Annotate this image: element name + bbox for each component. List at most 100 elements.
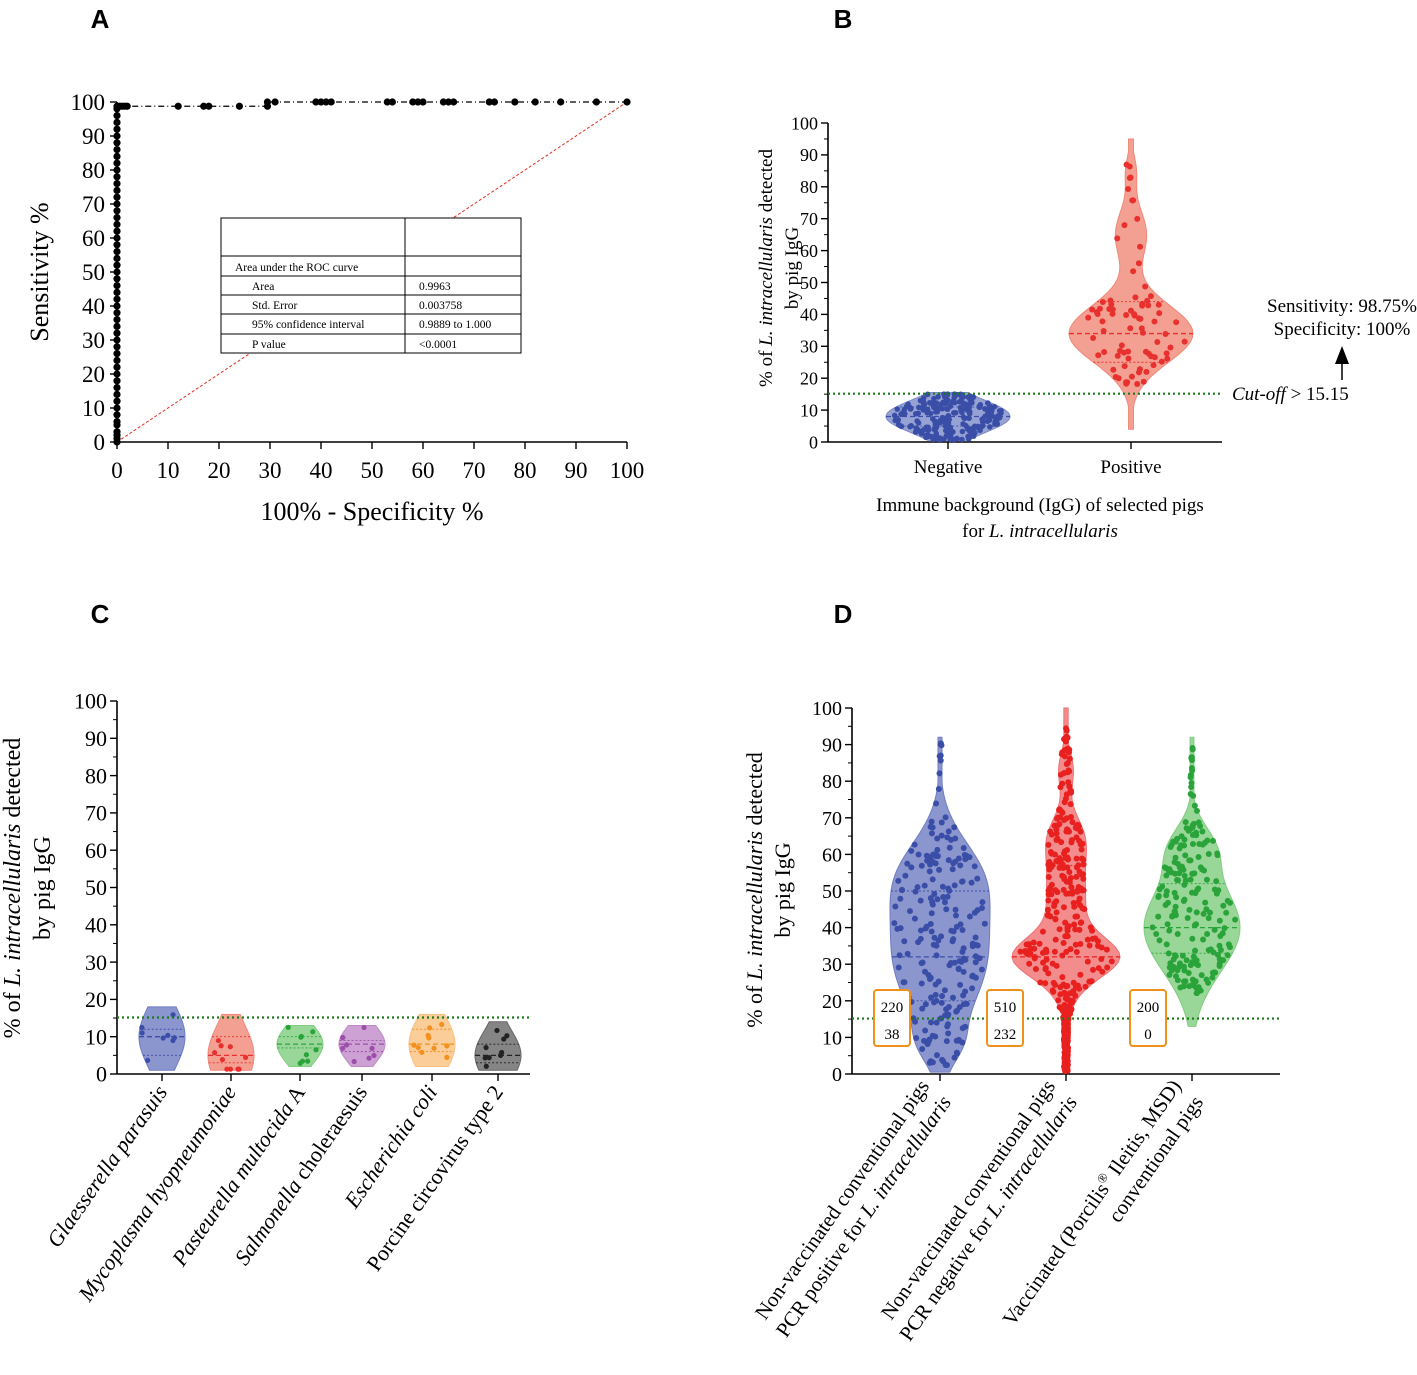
data-point — [218, 1043, 224, 1049]
data-point — [1056, 1004, 1063, 1011]
data-point — [1099, 318, 1106, 325]
data-point — [1062, 854, 1069, 861]
data-point — [896, 952, 903, 959]
data-point — [1217, 946, 1224, 953]
data-point — [303, 1052, 310, 1058]
data-point — [1056, 926, 1063, 933]
data-point — [1114, 235, 1121, 242]
data-point — [895, 416, 902, 423]
roc-point — [113, 268, 121, 276]
data-point — [957, 981, 964, 988]
data-point — [145, 1057, 151, 1063]
data-point — [1066, 755, 1073, 762]
c-ylabel-post: detected — [0, 738, 26, 824]
data-point — [1188, 783, 1195, 790]
data-point — [938, 819, 945, 826]
data-point — [1065, 890, 1072, 897]
data-point — [1064, 864, 1071, 871]
data-point — [1171, 859, 1178, 866]
data-point — [959, 927, 966, 934]
roc-point — [388, 98, 396, 106]
data-point — [1131, 312, 1138, 319]
data-point — [911, 841, 918, 848]
data-point — [1067, 874, 1074, 881]
data-point — [1080, 861, 1087, 868]
data-point — [1144, 297, 1151, 304]
data-point — [926, 400, 933, 406]
data-point — [1095, 965, 1102, 972]
roc-point — [113, 146, 121, 154]
data-point — [1135, 260, 1142, 267]
count-box — [1129, 989, 1167, 1047]
data-point — [1063, 983, 1070, 990]
data-point — [219, 1056, 226, 1063]
roc-point — [317, 98, 325, 106]
data-point — [1182, 819, 1189, 826]
data-point — [1123, 380, 1130, 387]
data-point — [1127, 325, 1134, 332]
data-point — [1067, 801, 1074, 808]
data-point — [928, 830, 935, 837]
data-point — [923, 434, 929, 441]
data-point — [425, 1032, 431, 1039]
y-tick-label: 30 — [800, 337, 818, 357]
data-point — [1200, 936, 1207, 943]
data-point — [929, 876, 936, 883]
data-point — [912, 429, 919, 435]
y-tick-label: 100 — [71, 90, 106, 115]
data-point — [931, 891, 938, 898]
data-point — [1077, 940, 1084, 947]
roc-point — [444, 98, 453, 106]
data-point — [943, 427, 950, 434]
y-tick-label: 50 — [800, 273, 818, 293]
data-point — [1140, 378, 1147, 385]
c-ylabel-pre: % of — [0, 986, 26, 1038]
data-point — [1042, 980, 1049, 987]
data-point — [1163, 872, 1170, 879]
b-ylabel-pre: % of — [756, 346, 777, 387]
data-point — [992, 421, 998, 427]
data-point — [1163, 941, 1170, 948]
c-ylabel: % of L. intracellularis detected — [0, 738, 26, 1039]
data-point — [1073, 864, 1080, 871]
data-point — [1188, 754, 1195, 761]
data-point — [1172, 953, 1179, 960]
data-point — [431, 1045, 437, 1051]
data-point — [1062, 1012, 1069, 1019]
data-point — [939, 414, 946, 421]
data-point — [1127, 174, 1134, 181]
data-point — [928, 1019, 935, 1026]
data-point — [165, 1032, 171, 1038]
data-point — [935, 978, 942, 985]
data-point — [933, 1019, 940, 1026]
roc-point — [113, 363, 121, 371]
data-point — [1196, 841, 1203, 848]
data-point — [1095, 352, 1102, 359]
data-point — [922, 1027, 929, 1034]
data-point — [1181, 836, 1188, 843]
data-point — [1174, 931, 1181, 938]
data-point — [1057, 814, 1064, 821]
data-point — [1066, 1003, 1073, 1010]
auc-row-label: Std. Error — [252, 300, 298, 312]
data-point — [1080, 856, 1087, 863]
data-point — [439, 1021, 445, 1028]
data-point — [1109, 310, 1116, 317]
data-point — [1189, 746, 1196, 753]
data-point — [1180, 963, 1187, 970]
data-point — [1056, 864, 1063, 871]
data-point — [1017, 948, 1024, 955]
b-xlabel-line1: Immune background (IgG) of selected pigs — [876, 495, 1204, 516]
data-point — [227, 1066, 234, 1072]
data-point — [1036, 940, 1043, 947]
roc-point — [113, 261, 121, 269]
violin-body — [889, 736, 991, 1073]
y-tick-label: 20 — [800, 369, 818, 389]
data-point — [1223, 909, 1230, 916]
roc-point — [113, 370, 121, 378]
data-point — [1092, 935, 1099, 942]
data-point — [913, 1034, 920, 1041]
roc-ylabel: Sensitivity % — [25, 202, 54, 341]
data-point — [235, 1066, 241, 1072]
data-point — [1183, 957, 1190, 964]
